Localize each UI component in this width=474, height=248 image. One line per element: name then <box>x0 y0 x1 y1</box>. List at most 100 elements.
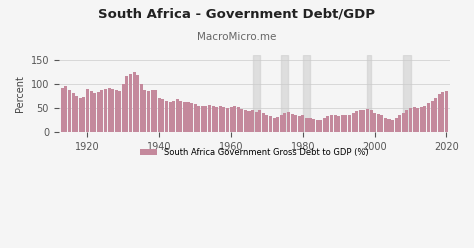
Bar <box>441 93 444 132</box>
Bar <box>341 115 344 132</box>
Bar <box>309 118 311 132</box>
Bar <box>126 76 128 132</box>
Bar <box>281 55 289 132</box>
Bar <box>244 110 247 132</box>
Bar <box>253 55 260 132</box>
Bar <box>64 86 67 132</box>
Bar <box>154 90 157 132</box>
Bar <box>129 74 132 132</box>
Bar <box>208 105 211 132</box>
Bar <box>337 116 340 132</box>
Bar <box>79 98 82 132</box>
Bar <box>158 98 161 132</box>
Bar <box>72 93 75 132</box>
Bar <box>219 106 222 132</box>
Bar <box>330 115 333 132</box>
Bar <box>395 118 398 132</box>
Bar <box>312 119 315 132</box>
Bar <box>367 55 371 132</box>
Bar <box>93 93 96 132</box>
Bar <box>355 111 358 132</box>
Text: South Africa - Government Debt/GDP: South Africa - Government Debt/GDP <box>99 7 375 20</box>
Bar <box>445 91 448 132</box>
Bar <box>269 116 272 132</box>
Bar <box>283 113 286 132</box>
Bar <box>194 104 197 132</box>
Bar <box>319 120 322 132</box>
Bar <box>398 115 401 132</box>
Bar <box>201 106 204 132</box>
Bar <box>287 112 290 132</box>
Bar <box>179 101 182 132</box>
Bar <box>348 115 351 132</box>
Bar <box>133 72 136 132</box>
Bar <box>247 111 251 132</box>
Bar <box>115 90 118 132</box>
Bar <box>323 118 326 132</box>
Bar <box>233 106 236 132</box>
Bar <box>215 107 218 132</box>
Bar <box>61 88 64 132</box>
Bar <box>186 102 190 132</box>
Bar <box>384 118 387 132</box>
Bar <box>423 106 427 132</box>
Bar <box>68 90 71 132</box>
Bar <box>226 108 229 132</box>
Legend: South Africa Government Gross Debt to GDP (%): South Africa Government Gross Debt to GD… <box>137 145 372 160</box>
Bar <box>345 115 347 132</box>
Bar <box>147 91 150 132</box>
Bar <box>301 115 304 132</box>
Bar <box>377 114 380 132</box>
Bar <box>197 106 201 132</box>
Bar <box>161 99 164 132</box>
Bar <box>258 110 261 132</box>
Bar <box>420 107 423 132</box>
Bar <box>265 115 268 132</box>
Bar <box>144 90 146 132</box>
Bar <box>280 115 283 132</box>
Bar <box>402 113 405 132</box>
Bar <box>111 89 114 132</box>
Bar <box>416 108 419 132</box>
Bar <box>172 101 175 132</box>
Bar <box>294 115 297 132</box>
Bar <box>211 106 215 132</box>
Bar <box>366 109 369 132</box>
Bar <box>305 118 308 132</box>
Bar <box>380 115 383 132</box>
Bar <box>140 84 143 132</box>
Bar <box>370 110 373 132</box>
Bar <box>229 107 233 132</box>
Bar <box>405 110 409 132</box>
Bar <box>409 108 412 132</box>
Bar <box>90 91 92 132</box>
Y-axis label: Percent: Percent <box>15 75 25 112</box>
Bar <box>430 101 434 132</box>
Bar <box>118 91 121 132</box>
Bar <box>255 112 258 132</box>
Bar <box>427 103 430 132</box>
Bar <box>237 107 240 132</box>
Bar <box>108 88 110 132</box>
Bar <box>316 120 319 132</box>
Bar <box>151 90 154 132</box>
Bar <box>169 102 172 132</box>
Bar <box>75 96 78 132</box>
Bar <box>251 110 254 132</box>
Bar <box>434 98 437 132</box>
Bar <box>262 113 265 132</box>
Bar <box>391 120 394 132</box>
Bar <box>86 89 89 132</box>
Text: MacroMicro.me: MacroMicro.me <box>197 32 277 42</box>
Bar <box>291 114 293 132</box>
Bar <box>273 118 276 132</box>
Bar <box>303 55 310 132</box>
Bar <box>190 103 193 132</box>
Bar <box>165 101 168 132</box>
Bar <box>276 117 279 132</box>
Bar <box>97 92 100 132</box>
Bar <box>240 109 243 132</box>
Bar <box>373 113 376 132</box>
Bar <box>359 110 362 132</box>
Bar <box>222 107 226 132</box>
